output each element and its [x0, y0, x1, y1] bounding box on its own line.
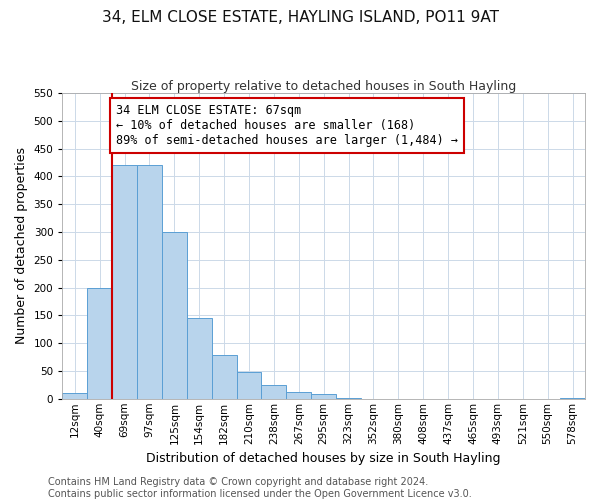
Bar — [286, 392, 311, 399]
Bar — [137, 166, 162, 399]
Bar — [212, 356, 236, 399]
Bar — [162, 232, 187, 399]
Bar — [236, 372, 262, 399]
Title: Size of property relative to detached houses in South Hayling: Size of property relative to detached ho… — [131, 80, 516, 93]
Text: 34 ELM CLOSE ESTATE: 67sqm
← 10% of detached houses are smaller (168)
89% of sem: 34 ELM CLOSE ESTATE: 67sqm ← 10% of deta… — [116, 104, 458, 147]
Y-axis label: Number of detached properties: Number of detached properties — [15, 148, 28, 344]
Bar — [112, 166, 137, 399]
Bar — [262, 385, 286, 399]
Text: Contains HM Land Registry data © Crown copyright and database right 2024.
Contai: Contains HM Land Registry data © Crown c… — [48, 478, 472, 499]
Bar — [62, 393, 87, 399]
Bar — [560, 398, 585, 399]
Text: 34, ELM CLOSE ESTATE, HAYLING ISLAND, PO11 9AT: 34, ELM CLOSE ESTATE, HAYLING ISLAND, PO… — [101, 10, 499, 25]
Bar — [336, 398, 361, 399]
X-axis label: Distribution of detached houses by size in South Hayling: Distribution of detached houses by size … — [146, 452, 501, 465]
Bar — [87, 288, 112, 399]
Bar — [311, 394, 336, 399]
Bar — [187, 318, 212, 399]
